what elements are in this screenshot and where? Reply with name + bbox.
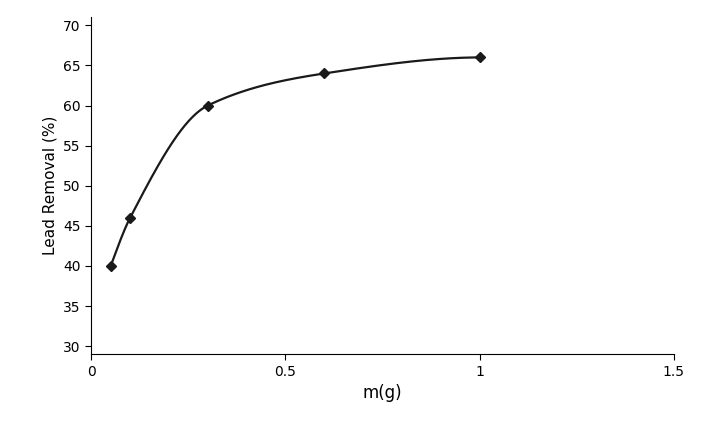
X-axis label: m(g): m(g) — [363, 384, 402, 402]
Y-axis label: Lead Removal (%): Lead Removal (%) — [43, 116, 58, 255]
